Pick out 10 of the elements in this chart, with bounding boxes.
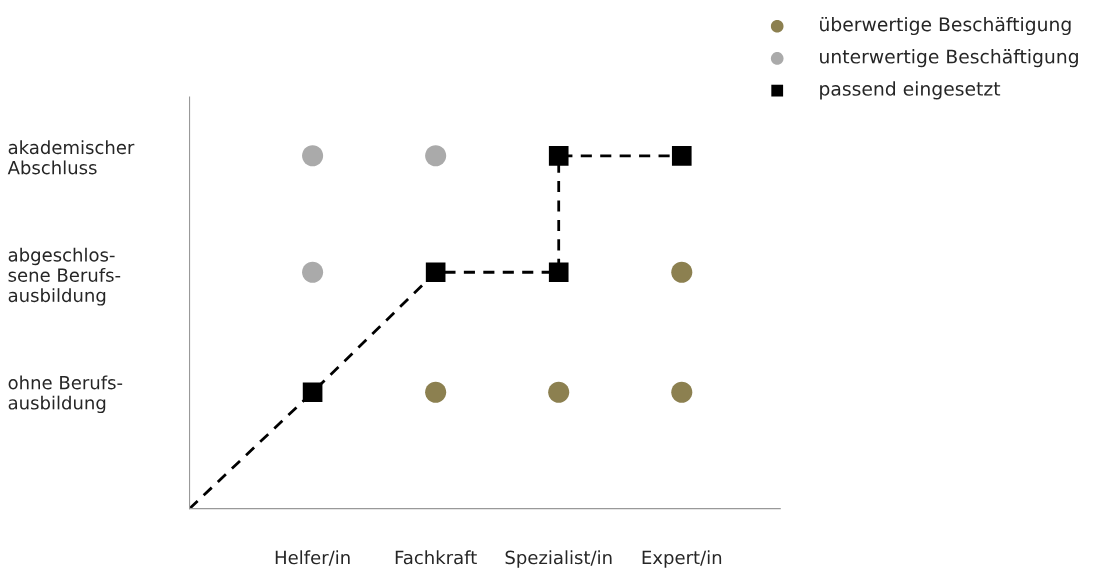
legend-label: passend eingesetzt xyxy=(820,81,1001,100)
category-label: abgeschlos- sene Berufs- ausbildung xyxy=(8,247,121,306)
x-tick-label: Expert/in xyxy=(642,550,722,568)
category-label: akademischer Abschluss xyxy=(7,140,135,175)
category-label: ohne Berufs- ausbildung xyxy=(8,375,123,414)
x-tick-label: Fachkraft xyxy=(395,550,477,565)
x-tick-label: Helfer/in xyxy=(275,550,350,566)
legend-label: überwertige Beschäftigung xyxy=(820,16,1071,36)
legend-label: unterwertige Beschäftigung xyxy=(820,49,1078,68)
x-tick-label: Spezialist/in xyxy=(505,550,612,568)
